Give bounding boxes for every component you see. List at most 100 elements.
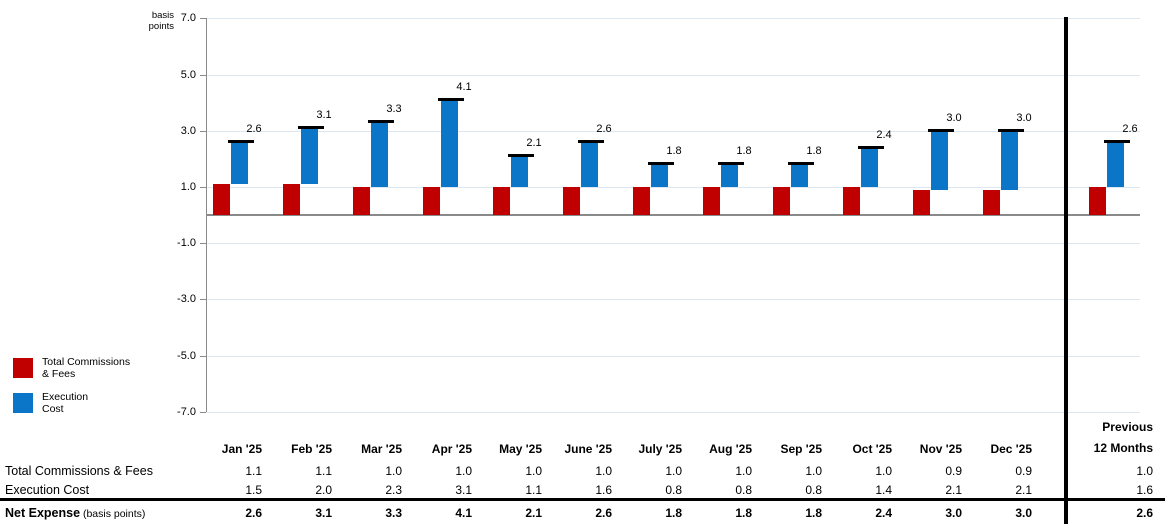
execution-cost-bar xyxy=(861,147,878,187)
table-cell-previous: 1.6 xyxy=(1136,483,1153,497)
total-commissions-fees-bar xyxy=(283,184,300,215)
table-cell: 1.0 xyxy=(735,464,752,478)
table-cell: 2.1 xyxy=(1015,483,1032,497)
total-commissions-fees-bar xyxy=(983,189,1000,215)
table-cell: 1.0 xyxy=(665,464,682,478)
execution-cost-bar xyxy=(1107,141,1124,187)
gridline xyxy=(206,186,1140,188)
execution-cost-bar xyxy=(651,164,668,187)
table-cell: 0.9 xyxy=(945,464,962,478)
table-column-header: Jan '25 xyxy=(221,442,262,456)
row-label-text: Total Commissions & Fees xyxy=(5,464,153,478)
table-column-header: Aug '25 xyxy=(709,442,752,456)
legend-label-line: Execution xyxy=(42,391,89,403)
table-cell: 2.3 xyxy=(385,483,402,497)
legend-label: Execution Cost xyxy=(42,391,89,415)
execution-cost-bar xyxy=(231,141,248,185)
net-expense-value-label: 2.6 xyxy=(246,122,262,135)
table-cell: 1.0 xyxy=(805,464,822,478)
table-row-label: Total Commissions & Fees xyxy=(5,464,153,479)
execution-cost-bar xyxy=(1001,130,1018,190)
total-commissions-fees-bar xyxy=(423,186,440,215)
execution-cost-bar xyxy=(511,155,528,187)
y-axis-tick xyxy=(200,74,206,76)
table-cell: 1.0 xyxy=(525,464,542,478)
execution-cost-bar xyxy=(791,164,808,187)
net-expense-cap-marker xyxy=(788,162,814,166)
legend-swatch-red xyxy=(13,358,33,378)
table-column-header: June '25 xyxy=(564,442,612,456)
gridline xyxy=(206,299,1140,301)
period-separator-line xyxy=(1064,17,1068,524)
net-expense-cap-marker xyxy=(648,162,674,166)
table-cell: 3.1 xyxy=(315,506,332,520)
net-expense-cap-marker xyxy=(578,139,604,143)
total-commissions-fees-bar xyxy=(633,186,650,215)
table-cell: 0.8 xyxy=(665,483,682,497)
legend-label: Total Commissions & Fees xyxy=(42,356,131,380)
table-column-header: Dec '25 xyxy=(990,442,1032,456)
row-label-text: Execution Cost xyxy=(5,483,90,497)
gridline xyxy=(206,355,1140,357)
total-commissions-fees-bar xyxy=(913,189,930,215)
table-cell: 2.6 xyxy=(595,506,612,520)
execution-cost-bar xyxy=(301,127,318,185)
y-axis-tick-label: 7.0 xyxy=(180,12,196,25)
table-row-label: Net Expense (basis points) xyxy=(5,506,145,522)
table-cell: 1.8 xyxy=(735,506,752,520)
net-expense-value-label: 3.1 xyxy=(316,108,332,121)
previous-header-line: Previous xyxy=(1102,420,1153,434)
table-cell: 1.4 xyxy=(875,483,892,497)
total-commissions-fees-bar xyxy=(773,186,790,215)
table-total-divider-line xyxy=(0,498,1165,501)
net-expense-value-label: 3.0 xyxy=(946,111,962,124)
table-cell: 1.1 xyxy=(245,464,262,478)
execution-cost-bar xyxy=(581,141,598,187)
table-cell: 2.0 xyxy=(315,483,332,497)
y-axis-tick-label: -7.0 xyxy=(177,405,196,418)
total-commissions-fees-bar xyxy=(703,186,720,215)
table-cell-previous: 1.0 xyxy=(1136,464,1153,478)
legend-entry: Execution Cost xyxy=(13,391,143,416)
net-expense-cap-marker xyxy=(1104,139,1130,143)
net-expense-cap-marker xyxy=(508,153,534,157)
table-cell: 3.0 xyxy=(945,506,962,520)
total-commissions-fees-bar xyxy=(213,184,230,215)
legend-entry: Total Commissions & Fees xyxy=(13,356,143,381)
net-expense-cap-marker xyxy=(438,97,464,101)
net-expense-cap-marker xyxy=(718,162,744,166)
net-expense-cap-marker xyxy=(928,128,954,132)
gridline xyxy=(206,74,1140,76)
y-axis-tick-label: 5.0 xyxy=(180,68,196,81)
gridline xyxy=(206,243,1140,245)
execution-cost-bar xyxy=(931,130,948,190)
table-cell: 4.1 xyxy=(455,506,472,520)
table-column-header: Feb '25 xyxy=(291,442,332,456)
legend-swatch-blue xyxy=(13,393,33,413)
net-expense-value-label: 3.0 xyxy=(1016,111,1032,124)
y-axis-tick-label: 1.0 xyxy=(180,180,196,193)
legend-label-line: & Fees xyxy=(42,367,76,380)
total-commissions-fees-bar xyxy=(1089,186,1106,215)
y-axis-tick xyxy=(200,411,206,413)
table-cell: 2.1 xyxy=(525,506,542,520)
table-cell: 1.8 xyxy=(805,506,822,520)
legend-label-line: Total Commissions xyxy=(42,356,131,368)
table-row-label: Execution Cost xyxy=(5,483,89,498)
net-expense-cap-marker xyxy=(298,125,324,129)
net-expense-value-label: 1.8 xyxy=(666,145,682,158)
net-expense-cap-marker xyxy=(998,128,1024,132)
y-axis-title-line2: points xyxy=(148,20,174,32)
y-axis-tick-label: -3.0 xyxy=(177,293,196,306)
table-column-header-previous: Previous 12 Months xyxy=(1053,417,1153,459)
y-axis-title: basis points xyxy=(139,10,174,32)
y-axis-tick xyxy=(200,186,206,188)
total-commissions-fees-bar xyxy=(353,186,370,215)
net-expense-value-label: 2.4 xyxy=(876,128,892,141)
table-cell: 1.0 xyxy=(875,464,892,478)
net-expense-cap-marker xyxy=(858,145,884,149)
zero-axis-line xyxy=(206,214,1140,216)
legend-label-line: Cost xyxy=(42,402,64,415)
table-column-header: July '25 xyxy=(638,442,682,456)
table-cell-previous: 2.6 xyxy=(1136,506,1153,520)
